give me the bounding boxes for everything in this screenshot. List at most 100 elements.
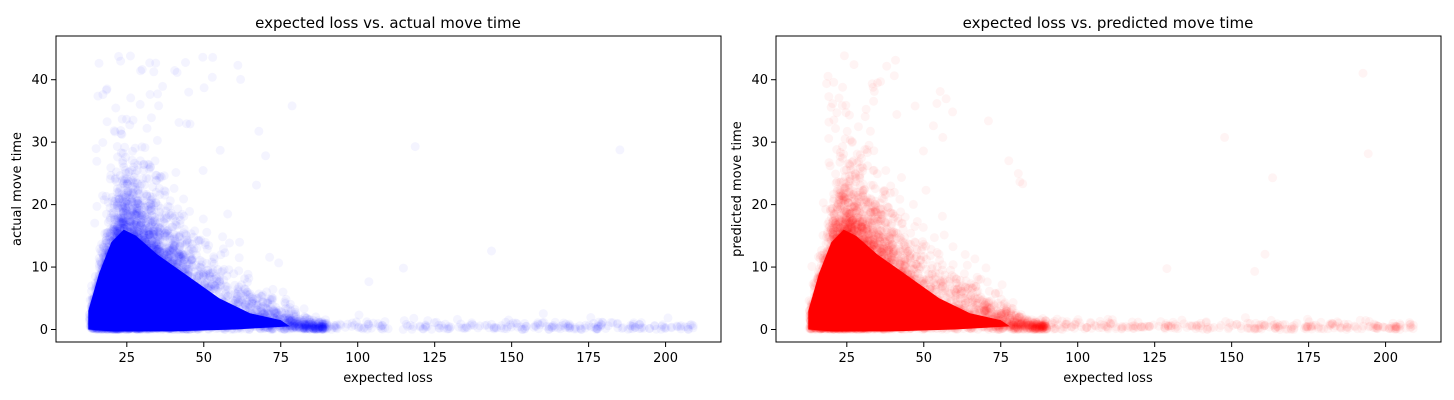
- left-data-point: [164, 243, 174, 253]
- left-data-point: [245, 304, 255, 314]
- left-data-point: [115, 217, 125, 226]
- left-data-point: [427, 324, 437, 334]
- left-data-point: [130, 219, 140, 229]
- left-data-point: [666, 323, 676, 333]
- left-data-point: [383, 324, 393, 334]
- left-data-point: [207, 72, 217, 82]
- left-data-point: [117, 218, 127, 228]
- left-data-point: [115, 171, 125, 180]
- left-data-point: [549, 321, 559, 330]
- left-data-point: [143, 214, 153, 224]
- left-data-point: [247, 305, 257, 315]
- left-data-point: [280, 324, 290, 334]
- left-data-point: [111, 167, 121, 177]
- left-data-point: [268, 293, 278, 303]
- left-data-point: [206, 272, 216, 282]
- left-data-point: [465, 321, 475, 330]
- left-data-point: [144, 201, 153, 211]
- left-data-point: [315, 322, 325, 332]
- left-data-point: [315, 325, 325, 334]
- left-data-point: [141, 233, 151, 243]
- left-data-point: [159, 249, 169, 259]
- left-data-point: [154, 101, 164, 111]
- left-data-point: [160, 228, 170, 238]
- left-data-point: [185, 119, 195, 129]
- left-data-point: [329, 322, 338, 332]
- left-data-point: [202, 227, 212, 237]
- left-data-point: [91, 144, 101, 154]
- left-data-point: [98, 138, 108, 147]
- left-data-point: [147, 236, 157, 246]
- left-data-point: [120, 181, 130, 191]
- left-data-point: [105, 231, 115, 241]
- left-data-point: [125, 120, 135, 130]
- left-data-point: [223, 209, 233, 219]
- left-data-point: [309, 322, 319, 332]
- left-data-point: [462, 323, 472, 333]
- left-data-point: [288, 318, 297, 328]
- left-data-point: [152, 241, 162, 251]
- left-data-point: [256, 291, 266, 301]
- left-data-point: [301, 319, 311, 329]
- left-data-point: [340, 322, 350, 332]
- left-data-point: [589, 318, 599, 328]
- left-data-point: [205, 271, 215, 281]
- left-data-point: [317, 317, 327, 327]
- left-data-point: [309, 324, 319, 334]
- left-data-point: [319, 324, 329, 334]
- left-data-point: [499, 324, 509, 334]
- left-data-point: [116, 218, 126, 227]
- left-data-point: [118, 218, 128, 228]
- left-data-point: [166, 250, 176, 260]
- left-chart-title: expected loss vs. actual move time: [255, 14, 521, 32]
- left-data-point: [110, 212, 120, 222]
- left-data-point: [184, 265, 194, 274]
- left-data-point: [190, 226, 200, 236]
- left-data-point: [305, 318, 315, 327]
- left-data-point: [286, 306, 296, 316]
- left-data-point: [119, 216, 128, 226]
- left-data-point: [153, 223, 162, 233]
- left-data-point: [623, 324, 633, 334]
- left-data-point: [354, 322, 364, 332]
- left-data-point: [125, 51, 135, 61]
- left-data-point: [300, 320, 310, 330]
- left-data-point: [252, 294, 262, 304]
- left-data-point: [124, 167, 134, 177]
- left-data-point: [135, 99, 145, 109]
- left-scatter-points: [84, 51, 698, 334]
- left-data-point: [181, 58, 190, 67]
- left-data-point: [240, 302, 250, 312]
- left-data-point: [117, 193, 127, 203]
- left-data-point: [304, 324, 314, 334]
- left-data-point: [368, 318, 378, 328]
- left-data-point: [117, 200, 127, 210]
- left-data-point: [158, 81, 168, 91]
- left-data-point: [179, 255, 189, 265]
- left-data-point: [300, 323, 310, 333]
- left-data-point: [565, 321, 575, 331]
- left-data-point: [538, 309, 548, 319]
- left-data-point: [121, 202, 131, 212]
- left-data-point: [169, 248, 178, 258]
- left-data-point: [277, 306, 286, 316]
- left-data-point: [241, 290, 251, 299]
- left-data-point: [625, 324, 635, 334]
- left-data-point: [421, 321, 431, 331]
- left-data-point: [294, 316, 304, 326]
- left-data-point: [136, 218, 146, 228]
- left-data-point: [299, 304, 309, 314]
- left-data-point: [296, 321, 306, 330]
- left-data-point: [364, 319, 373, 329]
- left-data-point: [208, 265, 218, 275]
- left-data-point: [606, 318, 616, 327]
- left-data-point: [282, 324, 292, 334]
- left-data-point: [359, 323, 369, 333]
- left-data-point: [129, 220, 139, 230]
- left-data-point: [168, 240, 177, 250]
- left-data-point: [136, 66, 146, 76]
- left-data-point: [164, 241, 174, 251]
- left-data-point: [254, 126, 264, 136]
- left-data-point: [245, 292, 255, 302]
